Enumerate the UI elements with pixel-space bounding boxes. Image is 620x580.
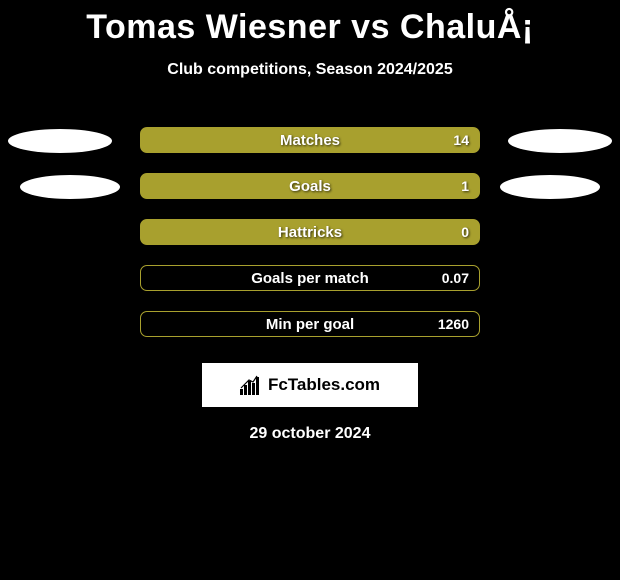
stat-row-goals: Goals 1 xyxy=(0,163,620,209)
right-ellipse-icon xyxy=(500,175,600,199)
stat-value: 0.07 xyxy=(442,270,469,286)
stat-label: Hattricks xyxy=(278,224,342,241)
stat-bar: Hattricks 0 xyxy=(140,219,480,245)
stat-row-goals-per-match: Goals per match 0.07 xyxy=(0,255,620,301)
date-label: 29 october 2024 xyxy=(0,425,620,443)
right-ellipse-icon xyxy=(508,129,612,153)
stat-row-hattricks: Hattricks 0 xyxy=(0,209,620,255)
stats-area: Matches 14 Goals 1 Hattricks 0 Goals per… xyxy=(0,117,620,347)
stat-value: 1 xyxy=(461,178,469,194)
stat-row-min-per-goal: Min per goal 1260 xyxy=(0,301,620,347)
left-ellipse-icon xyxy=(8,129,112,153)
fctables-logo: FcTables.com xyxy=(202,363,418,407)
stat-label: Min per goal xyxy=(266,316,354,333)
left-ellipse-icon xyxy=(20,175,120,199)
stat-bar: Min per goal 1260 xyxy=(140,311,480,337)
stat-label: Goals xyxy=(289,178,331,195)
stat-bar: Matches 14 xyxy=(140,127,480,153)
stat-value: 1260 xyxy=(438,316,469,332)
page-title: Tomas Wiesner vs ChaluÅ¡ xyxy=(0,0,620,47)
stat-value: 0 xyxy=(461,224,469,240)
stat-label: Matches xyxy=(280,132,340,149)
stat-bar: Goals 1 xyxy=(140,173,480,199)
logo-text: FcTables.com xyxy=(268,375,380,395)
stat-bar: Goals per match 0.07 xyxy=(140,265,480,291)
subtitle: Club competitions, Season 2024/2025 xyxy=(0,61,620,79)
stat-row-matches: Matches 14 xyxy=(0,117,620,163)
bars-icon xyxy=(240,375,262,395)
stat-value: 14 xyxy=(453,132,469,148)
stat-label: Goals per match xyxy=(251,270,369,287)
